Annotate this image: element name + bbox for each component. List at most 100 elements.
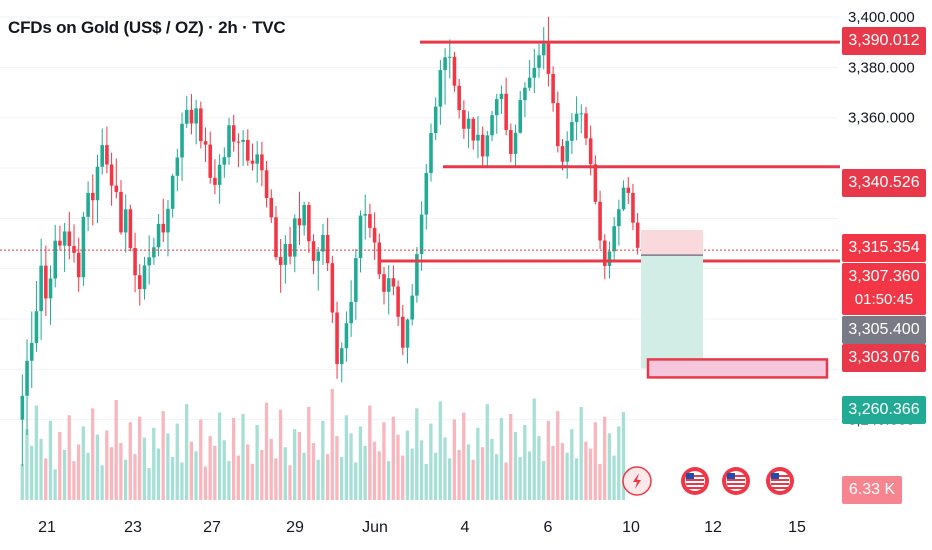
candle-body xyxy=(213,177,217,185)
candle-body xyxy=(480,134,485,157)
volume-bar xyxy=(344,415,348,500)
candle-body xyxy=(227,125,231,158)
candle-body xyxy=(161,223,166,233)
volume-bar xyxy=(264,402,269,500)
volume-bar xyxy=(476,427,480,500)
volume-bar xyxy=(598,463,602,500)
candle-body xyxy=(246,139,250,161)
volume-bar xyxy=(39,438,43,500)
volume-bar xyxy=(438,401,442,500)
volume-bar xyxy=(603,416,607,500)
candle-body xyxy=(44,265,48,299)
volume-bar xyxy=(424,463,428,500)
x-tick-label: 29 xyxy=(286,519,304,536)
candle-body xyxy=(39,265,43,312)
candle-body xyxy=(349,301,353,324)
candle-body xyxy=(466,118,471,129)
volume-bar xyxy=(166,433,170,500)
candle-body xyxy=(504,93,508,131)
volume-bar xyxy=(208,436,212,500)
candle-body xyxy=(260,154,264,171)
candle-body xyxy=(302,205,306,226)
volume-bar xyxy=(170,456,175,500)
volume-bar xyxy=(194,451,198,500)
flag-stripe xyxy=(727,479,745,481)
candle-body xyxy=(152,247,156,258)
volume-bar xyxy=(34,405,38,500)
candle-body xyxy=(194,108,198,124)
candle-body xyxy=(53,240,58,279)
candle-body xyxy=(307,205,311,242)
candle-body xyxy=(419,214,424,255)
volume-bar xyxy=(457,450,461,500)
volume-bar xyxy=(429,423,433,500)
candle-body xyxy=(532,67,537,78)
candle-body xyxy=(335,312,339,365)
x-tick-label: 23 xyxy=(124,519,142,536)
candle-body xyxy=(635,222,640,248)
volume-bar xyxy=(382,422,386,500)
volume-bar xyxy=(105,430,109,500)
volume-bar xyxy=(494,454,499,500)
volume-bar xyxy=(213,445,217,500)
candle-body xyxy=(269,197,274,218)
volume-bar xyxy=(330,388,334,500)
volume-bar xyxy=(325,454,330,500)
candle-body xyxy=(579,113,584,115)
candle-body xyxy=(551,73,555,104)
volume-bar xyxy=(199,419,203,500)
candle-body xyxy=(396,286,400,317)
flag-canton xyxy=(771,473,779,479)
candle-body xyxy=(241,139,245,142)
volume-bar xyxy=(203,466,208,500)
volume-bar xyxy=(297,431,302,500)
x-tick-label: 15 xyxy=(788,519,806,536)
volume-bar xyxy=(293,429,297,500)
candle-body xyxy=(222,157,227,165)
candle-body xyxy=(231,125,236,142)
candle-body xyxy=(316,251,321,261)
volume-bar xyxy=(48,420,53,500)
candle-body xyxy=(588,138,593,165)
volume-bar xyxy=(588,448,593,500)
x-tick-label: 27 xyxy=(203,519,221,536)
candle-body xyxy=(189,109,194,124)
volume-bar xyxy=(349,433,353,500)
candle-body xyxy=(48,278,53,299)
volume-bar xyxy=(607,433,612,500)
volume-bar xyxy=(189,441,193,500)
flag-stripe xyxy=(771,487,789,489)
volume-bar xyxy=(551,445,555,500)
chart-title: CFDs on Gold (US$ / OZ) · 2h · TVC xyxy=(8,18,286,37)
candle-body xyxy=(34,311,39,343)
candle-body xyxy=(208,144,213,178)
volume-bar xyxy=(452,419,457,500)
x-tick-label: Jun xyxy=(362,519,388,536)
volume-bar xyxy=(509,413,513,500)
candle-body xyxy=(217,164,222,185)
volume-bar xyxy=(518,456,522,500)
candle-body xyxy=(631,192,635,223)
volume-bar xyxy=(401,455,405,500)
candle-body xyxy=(203,141,208,145)
volume-bar xyxy=(523,425,527,500)
volume-bar xyxy=(377,451,381,500)
volume-bar xyxy=(274,458,278,500)
y-tick-label: 3,360.000 xyxy=(848,110,915,127)
volume-bar xyxy=(471,459,475,500)
volume-bar xyxy=(133,454,137,500)
lightning-bolt-shape xyxy=(633,473,641,489)
candle-body xyxy=(368,214,372,228)
take-profit-zone xyxy=(641,255,703,369)
volume-bar xyxy=(255,425,259,500)
volume-bar xyxy=(560,443,565,500)
volume-bar xyxy=(142,437,147,500)
volume-bar xyxy=(81,426,85,500)
volume-bar xyxy=(612,455,616,500)
volume-bar xyxy=(128,422,132,500)
volume-bar xyxy=(593,422,597,500)
candle-body xyxy=(457,85,461,111)
stop-loss-zone xyxy=(641,230,703,256)
volume-bar xyxy=(443,437,447,500)
